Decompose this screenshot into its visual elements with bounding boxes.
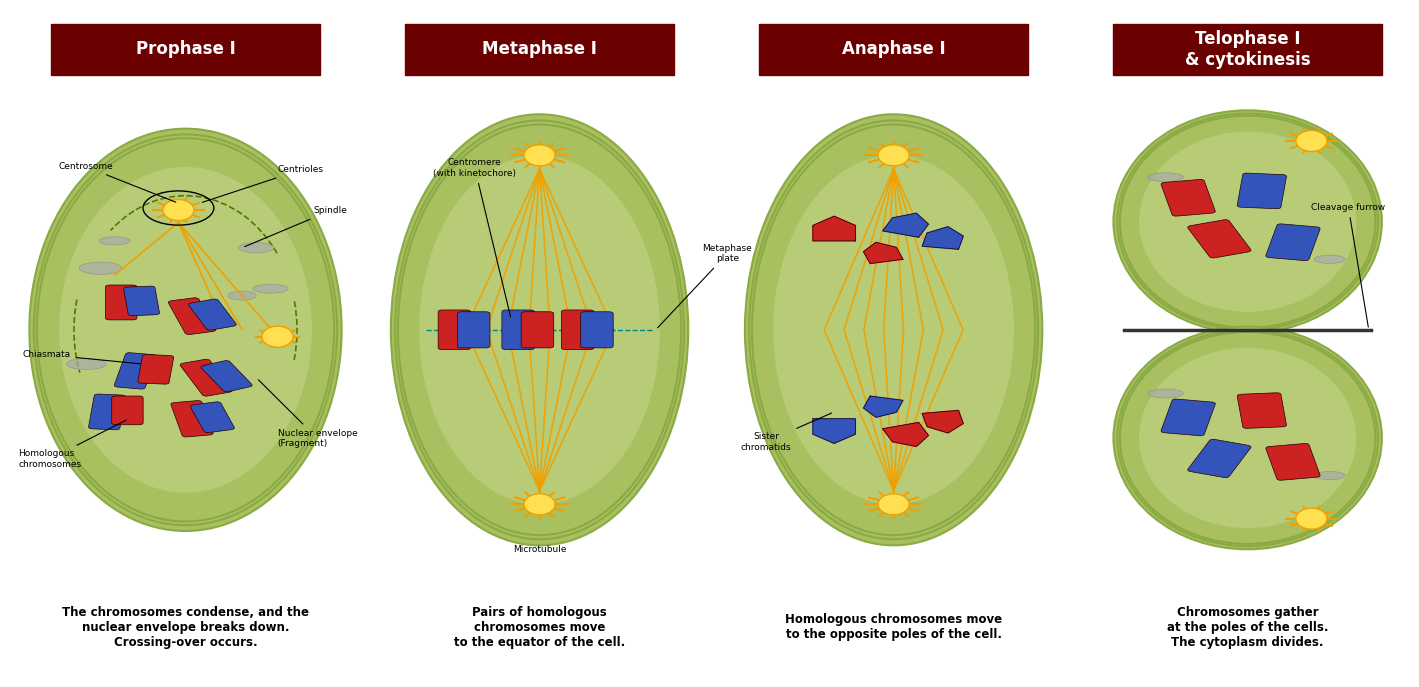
Text: Centrosome: Centrosome bbox=[58, 162, 176, 202]
Ellipse shape bbox=[749, 120, 1039, 539]
FancyBboxPatch shape bbox=[180, 359, 233, 396]
Polygon shape bbox=[922, 227, 964, 249]
Text: Chiasmata: Chiasmata bbox=[23, 350, 140, 363]
FancyBboxPatch shape bbox=[438, 310, 471, 350]
Ellipse shape bbox=[163, 199, 194, 221]
Ellipse shape bbox=[1148, 173, 1183, 181]
Ellipse shape bbox=[1148, 389, 1183, 398]
Text: Centromere
(with kinetochore): Centromere (with kinetochore) bbox=[433, 159, 517, 317]
Text: Prophase I: Prophase I bbox=[136, 41, 236, 58]
Text: The chromosomes condense, and the
nuclear envelope breaks down.
Crossing-over oc: The chromosomes condense, and the nuclea… bbox=[62, 606, 309, 649]
FancyBboxPatch shape bbox=[201, 361, 253, 392]
Text: Centrioles: Centrioles bbox=[203, 166, 324, 203]
Polygon shape bbox=[864, 243, 902, 264]
FancyBboxPatch shape bbox=[502, 310, 535, 350]
Ellipse shape bbox=[394, 120, 684, 539]
FancyBboxPatch shape bbox=[190, 402, 234, 433]
FancyBboxPatch shape bbox=[112, 396, 143, 425]
Text: Spindle: Spindle bbox=[244, 207, 346, 247]
FancyBboxPatch shape bbox=[404, 23, 674, 75]
FancyBboxPatch shape bbox=[521, 312, 553, 348]
FancyBboxPatch shape bbox=[562, 310, 595, 350]
Text: Sister
chromatids: Sister chromatids bbox=[741, 413, 832, 451]
Ellipse shape bbox=[878, 494, 910, 515]
Text: Anaphase I: Anaphase I bbox=[841, 41, 945, 58]
Text: Nuclear envelope
(Fragment): Nuclear envelope (Fragment) bbox=[258, 380, 358, 448]
Ellipse shape bbox=[79, 262, 122, 274]
FancyBboxPatch shape bbox=[1161, 179, 1215, 216]
Ellipse shape bbox=[30, 128, 342, 531]
Ellipse shape bbox=[1120, 115, 1375, 328]
Ellipse shape bbox=[773, 155, 1015, 504]
FancyBboxPatch shape bbox=[138, 354, 173, 384]
Ellipse shape bbox=[67, 359, 106, 370]
Ellipse shape bbox=[1114, 326, 1382, 550]
FancyBboxPatch shape bbox=[759, 23, 1029, 75]
FancyBboxPatch shape bbox=[115, 352, 156, 389]
Text: Metaphase
plate: Metaphase plate bbox=[657, 244, 752, 328]
Text: Pairs of homologous
chromosomes move
to the equator of the cell.: Pairs of homologous chromosomes move to … bbox=[454, 606, 626, 649]
FancyBboxPatch shape bbox=[170, 401, 213, 437]
Ellipse shape bbox=[253, 284, 288, 293]
Text: Cleavage furrow: Cleavage furrow bbox=[1311, 203, 1385, 327]
FancyBboxPatch shape bbox=[169, 297, 216, 335]
Ellipse shape bbox=[1117, 113, 1378, 330]
Ellipse shape bbox=[1139, 132, 1357, 312]
Polygon shape bbox=[883, 213, 928, 237]
FancyBboxPatch shape bbox=[1237, 393, 1287, 429]
Text: Homologous chromosomes move
to the opposite poles of the cell.: Homologous chromosomes move to the oppos… bbox=[785, 613, 1002, 642]
Ellipse shape bbox=[878, 145, 910, 166]
FancyBboxPatch shape bbox=[88, 394, 125, 430]
Ellipse shape bbox=[34, 135, 338, 526]
Polygon shape bbox=[813, 216, 856, 241]
FancyBboxPatch shape bbox=[1237, 173, 1287, 209]
Ellipse shape bbox=[1296, 131, 1327, 152]
FancyBboxPatch shape bbox=[1266, 444, 1320, 480]
Polygon shape bbox=[883, 423, 928, 447]
Ellipse shape bbox=[390, 114, 688, 545]
Ellipse shape bbox=[524, 145, 555, 166]
Ellipse shape bbox=[745, 114, 1043, 545]
Polygon shape bbox=[922, 410, 964, 433]
FancyBboxPatch shape bbox=[457, 312, 490, 348]
Ellipse shape bbox=[1117, 330, 1378, 546]
FancyBboxPatch shape bbox=[1188, 439, 1252, 477]
Ellipse shape bbox=[37, 138, 335, 521]
Ellipse shape bbox=[397, 124, 681, 535]
FancyBboxPatch shape bbox=[105, 285, 136, 320]
Text: Telophase I
& cytokinesis: Telophase I & cytokinesis bbox=[1185, 30, 1311, 69]
Ellipse shape bbox=[1296, 508, 1327, 529]
Ellipse shape bbox=[1314, 471, 1345, 480]
Ellipse shape bbox=[419, 155, 660, 504]
Text: Microtubule: Microtubule bbox=[512, 545, 566, 554]
Ellipse shape bbox=[60, 167, 312, 493]
Ellipse shape bbox=[1114, 111, 1382, 333]
Ellipse shape bbox=[1139, 348, 1357, 528]
Ellipse shape bbox=[1314, 256, 1345, 263]
Ellipse shape bbox=[263, 326, 294, 347]
Text: Chromosomes gather
at the poles of the cells.
The cytoplasm divides.: Chromosomes gather at the poles of the c… bbox=[1166, 606, 1328, 649]
Ellipse shape bbox=[524, 494, 555, 515]
FancyBboxPatch shape bbox=[1266, 224, 1320, 260]
FancyBboxPatch shape bbox=[1112, 23, 1382, 75]
Polygon shape bbox=[813, 419, 856, 443]
Text: Metaphase I: Metaphase I bbox=[482, 41, 597, 58]
Ellipse shape bbox=[238, 243, 274, 253]
Ellipse shape bbox=[752, 124, 1036, 535]
Text: Homologous
chromosomes: Homologous chromosomes bbox=[18, 420, 126, 469]
FancyBboxPatch shape bbox=[189, 299, 237, 330]
FancyBboxPatch shape bbox=[580, 312, 613, 348]
Ellipse shape bbox=[1120, 332, 1375, 544]
Ellipse shape bbox=[99, 237, 131, 245]
Ellipse shape bbox=[228, 291, 257, 300]
FancyBboxPatch shape bbox=[1161, 399, 1215, 436]
FancyBboxPatch shape bbox=[51, 23, 321, 75]
FancyBboxPatch shape bbox=[1188, 220, 1252, 258]
FancyBboxPatch shape bbox=[123, 286, 159, 316]
Polygon shape bbox=[864, 396, 902, 417]
